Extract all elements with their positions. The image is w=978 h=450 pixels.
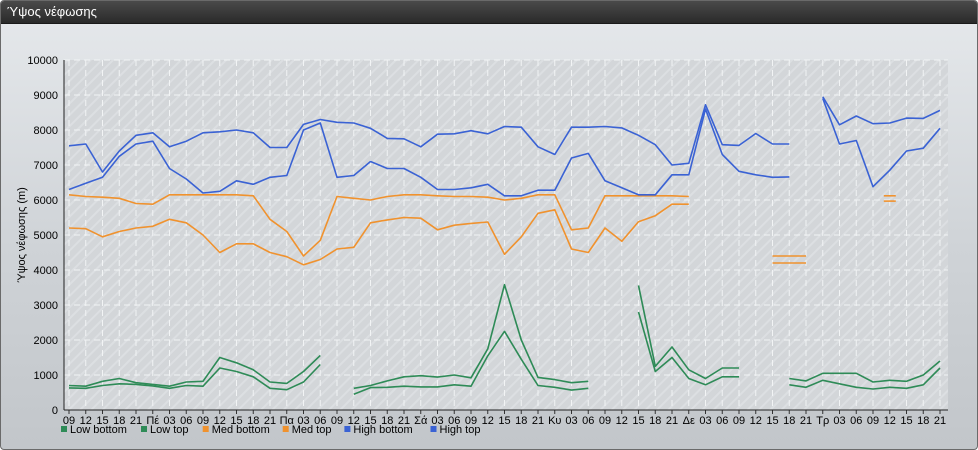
legend-label-med-top: Med top — [292, 424, 332, 436]
x-tick-label: 09 — [63, 415, 75, 427]
y-tick-label: 4000 — [34, 265, 58, 277]
x-tick-label: 09 — [331, 415, 343, 427]
x-tick-label: Πα — [280, 415, 295, 427]
x-tick-label: 06 — [716, 415, 728, 427]
x-tick-label: 12 — [214, 415, 226, 427]
x-tick-label: 06 — [582, 415, 594, 427]
legend-label-med-bottom: Med bottom — [212, 424, 270, 436]
series-line-low-bottom — [353, 330, 589, 396]
x-tick-label: 12 — [348, 415, 360, 427]
x-tick-label: 15 — [96, 415, 108, 427]
x-tick-label: 09 — [465, 415, 477, 427]
x-tick-label: 18 — [247, 415, 259, 427]
x-tick-label: 12 — [616, 415, 628, 427]
x-tick-label: 15 — [900, 415, 912, 427]
x-tick-label: 18 — [113, 415, 125, 427]
x-tick-label: 15 — [364, 415, 376, 427]
x-tick-label: 21 — [398, 415, 410, 427]
series-line-low-top — [68, 354, 321, 388]
x-tick-label: 12 — [80, 415, 92, 427]
legend-swatch-high-bottom — [344, 426, 351, 432]
y-tick-label: 2000 — [34, 335, 58, 347]
x-tick-label: 03 — [699, 415, 711, 427]
x-tick-label: 18 — [515, 415, 527, 427]
x-tick-label: 18 — [381, 415, 393, 427]
x-tick-label: 18 — [783, 415, 795, 427]
y-tick-label: 9000 — [34, 90, 58, 102]
x-tick-label: 21 — [666, 415, 678, 427]
y-tick-label: 10000 — [27, 55, 58, 67]
x-tick-label: Τρ — [816, 415, 829, 427]
series-line-low-bottom — [637, 311, 739, 386]
series-line-high-top — [68, 104, 790, 173]
y-tick-label: 6000 — [34, 195, 58, 207]
x-tick-label: 09 — [867, 415, 879, 427]
x-tick-label: 03 — [297, 415, 309, 427]
x-tick-label: 06 — [180, 415, 192, 427]
legend-label-low-bottom: Low bottom — [70, 424, 127, 436]
series-line-high-bottom — [68, 108, 790, 197]
legend-swatch-low-bottom — [61, 426, 67, 432]
x-tick-label: 12 — [750, 415, 762, 427]
legend-label-high-top: High top — [440, 424, 481, 436]
x-tick-label: Κυ — [548, 415, 561, 427]
x-tick-label: Σά — [414, 415, 428, 427]
series-line-high-top — [822, 96, 941, 126]
y-tick-label: 8000 — [34, 125, 58, 137]
series-line-low-top — [637, 285, 739, 380]
x-tick-label: 18 — [917, 415, 929, 427]
legend-label-high-bottom: High bottom — [353, 424, 412, 436]
series-line-high-bottom — [822, 98, 941, 188]
y-tick-label: 0 — [52, 405, 58, 417]
legend-swatch-med-bottom — [202, 426, 209, 432]
x-tick-label: 09 — [197, 415, 209, 427]
x-tick-label: 18 — [649, 415, 661, 427]
legend-swatch-high-top — [430, 426, 437, 432]
x-tick-label: 21 — [934, 415, 946, 427]
series-line-med-bottom — [68, 203, 689, 266]
x-tick-label: 15 — [498, 415, 510, 427]
x-tick-label: 03 — [431, 415, 443, 427]
y-tick-label: 1000 — [34, 370, 58, 382]
legend-label-low-top: Low top — [150, 424, 189, 436]
x-tick-label: 15 — [632, 415, 644, 427]
x-tick-label: Πέ — [146, 415, 159, 427]
x-tick-label: 06 — [448, 415, 460, 427]
x-tick-label: 06 — [314, 415, 326, 427]
y-tick-label: 7000 — [34, 160, 58, 172]
series-line-low-bottom — [68, 363, 321, 391]
x-tick-label: 06 — [850, 415, 862, 427]
x-tick-label: 12 — [884, 415, 896, 427]
x-tick-label: 15 — [766, 415, 778, 427]
x-tick-label: 21 — [800, 415, 812, 427]
x-tick-label: 03 — [163, 415, 175, 427]
x-tick-label: 21 — [532, 415, 544, 427]
x-tick-label: 12 — [482, 415, 494, 427]
y-tick-label: 5000 — [34, 230, 58, 242]
x-tick-label: 03 — [833, 415, 845, 427]
series-line-low-bottom — [789, 367, 941, 390]
x-tick-label: Δε — [683, 415, 695, 427]
x-tick-label: 09 — [599, 415, 611, 427]
legend-swatch-med-top — [282, 426, 289, 432]
x-tick-label: 15 — [230, 415, 242, 427]
series-line-med-top — [68, 194, 689, 257]
x-tick-label: 21 — [264, 415, 276, 427]
window-title: Ύψος νέφωσης — [7, 4, 97, 19]
series-line-low-top — [353, 283, 589, 390]
x-tick-label: 03 — [565, 415, 577, 427]
y-tick-label: 3000 — [34, 300, 58, 312]
x-tick-label: 21 — [130, 415, 142, 427]
x-tick-label: 09 — [733, 415, 745, 427]
title-bar: Ύψος νέφωσης — [1, 1, 977, 24]
y-axis-label: Ύψος νέφωσης (m) — [16, 187, 28, 283]
series-line-low-top — [789, 360, 941, 383]
legend-swatch-low-top — [141, 426, 147, 432]
